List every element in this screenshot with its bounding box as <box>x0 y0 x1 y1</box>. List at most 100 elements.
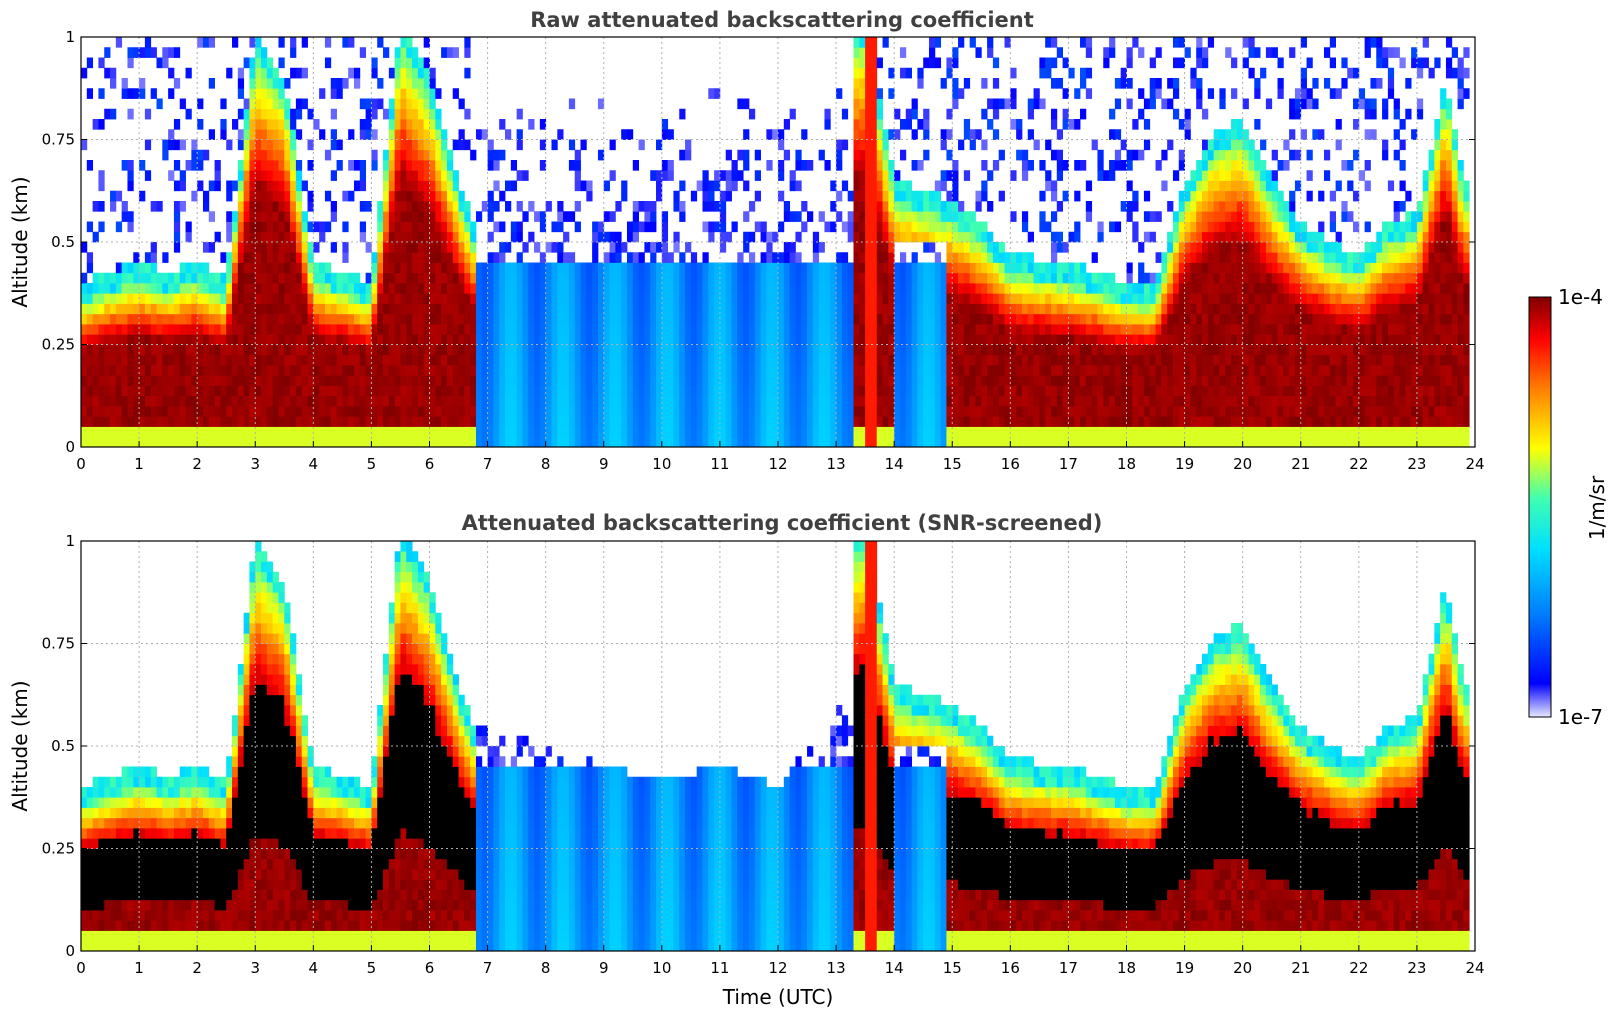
heatmap-cell <box>708 365 715 376</box>
heatmap-cell <box>626 334 634 345</box>
heatmap-cell <box>179 395 186 407</box>
heatmap-cell <box>603 293 610 304</box>
heatmap-cell <box>481 365 488 376</box>
heatmap-cell <box>661 365 669 376</box>
heatmap-cell <box>220 252 227 263</box>
heatmap-cell <box>435 385 442 397</box>
heatmap-cell <box>1120 160 1127 171</box>
heatmap-cell <box>714 416 721 427</box>
heatmap-cell <box>946 252 953 263</box>
heatmap-cell <box>208 426 215 438</box>
heatmap-cell <box>801 426 808 438</box>
heatmap-cell <box>998 426 1005 438</box>
heatmap-cell <box>237 365 245 376</box>
heatmap-cell <box>1178 160 1185 171</box>
heatmap-cell <box>963 293 971 304</box>
heatmap-cell <box>847 293 854 304</box>
heatmap-cell <box>638 354 645 366</box>
heatmap-cell <box>261 139 268 151</box>
heatmap-cell <box>812 242 820 253</box>
heatmap-cell <box>1109 426 1116 438</box>
heatmap-cell <box>952 313 959 325</box>
heatmap-cell <box>1021 262 1029 274</box>
heatmap-cell <box>1132 231 1139 243</box>
heatmap-cell <box>220 119 227 130</box>
heatmap-cell <box>92 119 99 130</box>
heatmap-cell <box>1103 47 1110 58</box>
heatmap-cell <box>261 180 268 192</box>
heatmap-cell <box>505 375 512 386</box>
heatmap-cell <box>510 334 518 345</box>
heatmap-cell <box>1033 262 1040 274</box>
heatmap-cell <box>220 283 227 294</box>
heatmap-cell <box>1050 344 1058 356</box>
heatmap-cell <box>876 293 883 304</box>
heatmap-cell <box>952 47 959 58</box>
heatmap-cell <box>789 436 796 448</box>
heatmap-cell <box>958 242 965 253</box>
heatmap-cell <box>278 436 285 448</box>
heatmap-cell <box>894 221 901 233</box>
heatmap-cell <box>859 252 866 263</box>
heatmap-cell <box>261 426 268 438</box>
heatmap-cell <box>150 303 157 315</box>
heatmap-cell <box>278 108 285 120</box>
heatmap-cell <box>719 170 727 181</box>
heatmap-cell <box>597 436 605 448</box>
heatmap-cell <box>1085 365 1093 376</box>
heatmap-cell <box>150 283 157 294</box>
heatmap-cell <box>772 324 779 335</box>
heatmap-cell <box>888 231 895 243</box>
heatmap-cell <box>981 139 988 151</box>
heatmap-cell <box>237 272 245 284</box>
heatmap-cell <box>667 272 674 284</box>
heatmap-cell <box>586 334 593 345</box>
heatmap-cell <box>940 406 947 417</box>
heatmap-cell <box>115 313 123 325</box>
heatmap-cell <box>249 37 256 48</box>
heatmap-cell <box>975 272 982 284</box>
heatmap-cell <box>121 406 128 417</box>
heatmap-cell <box>324 303 332 315</box>
heatmap-cell <box>400 160 407 171</box>
heatmap-cell <box>992 334 1000 345</box>
heatmap-cell <box>1039 293 1046 304</box>
heatmap-cell <box>708 375 715 386</box>
heatmap-cell <box>708 324 715 335</box>
heatmap-cell <box>789 375 796 386</box>
heatmap-cell <box>772 283 779 294</box>
heatmap-cell <box>173 313 181 325</box>
heatmap-cell <box>836 395 843 407</box>
heatmap-cell <box>406 242 413 253</box>
heatmap-cell <box>272 272 279 284</box>
heatmap-cell <box>1021 436 1029 448</box>
heatmap-cell <box>754 293 761 304</box>
heatmap-cell <box>307 426 314 438</box>
heatmap-cell <box>446 47 454 58</box>
heatmap-cell <box>603 283 610 294</box>
heatmap-cell <box>958 406 965 417</box>
heatmap-cell <box>499 406 506 417</box>
heatmap-cell <box>725 395 732 407</box>
heatmap-cell <box>336 344 343 356</box>
heatmap-cell <box>243 98 250 110</box>
heatmap-cell <box>905 180 912 192</box>
heatmap-cell <box>795 334 802 345</box>
heatmap-cell <box>853 395 860 407</box>
heatmap-cell <box>708 303 715 315</box>
heatmap-cell <box>255 201 262 212</box>
heatmap-cell <box>603 395 610 407</box>
heatmap-cell <box>1062 324 1069 335</box>
heatmap-cell <box>766 395 773 407</box>
heatmap-cell <box>859 416 866 427</box>
heatmap-cell <box>278 313 285 325</box>
heatmap-cell <box>865 149 872 161</box>
heatmap-cell <box>882 262 889 274</box>
heatmap-cell <box>685 334 692 345</box>
heatmap-cell <box>1045 375 1052 386</box>
heatmap-cell <box>1143 385 1151 397</box>
heatmap-cell <box>290 334 297 345</box>
heatmap-cell <box>1039 303 1046 315</box>
heatmap-cell <box>934 180 942 192</box>
heatmap-cell <box>1202 426 1209 438</box>
